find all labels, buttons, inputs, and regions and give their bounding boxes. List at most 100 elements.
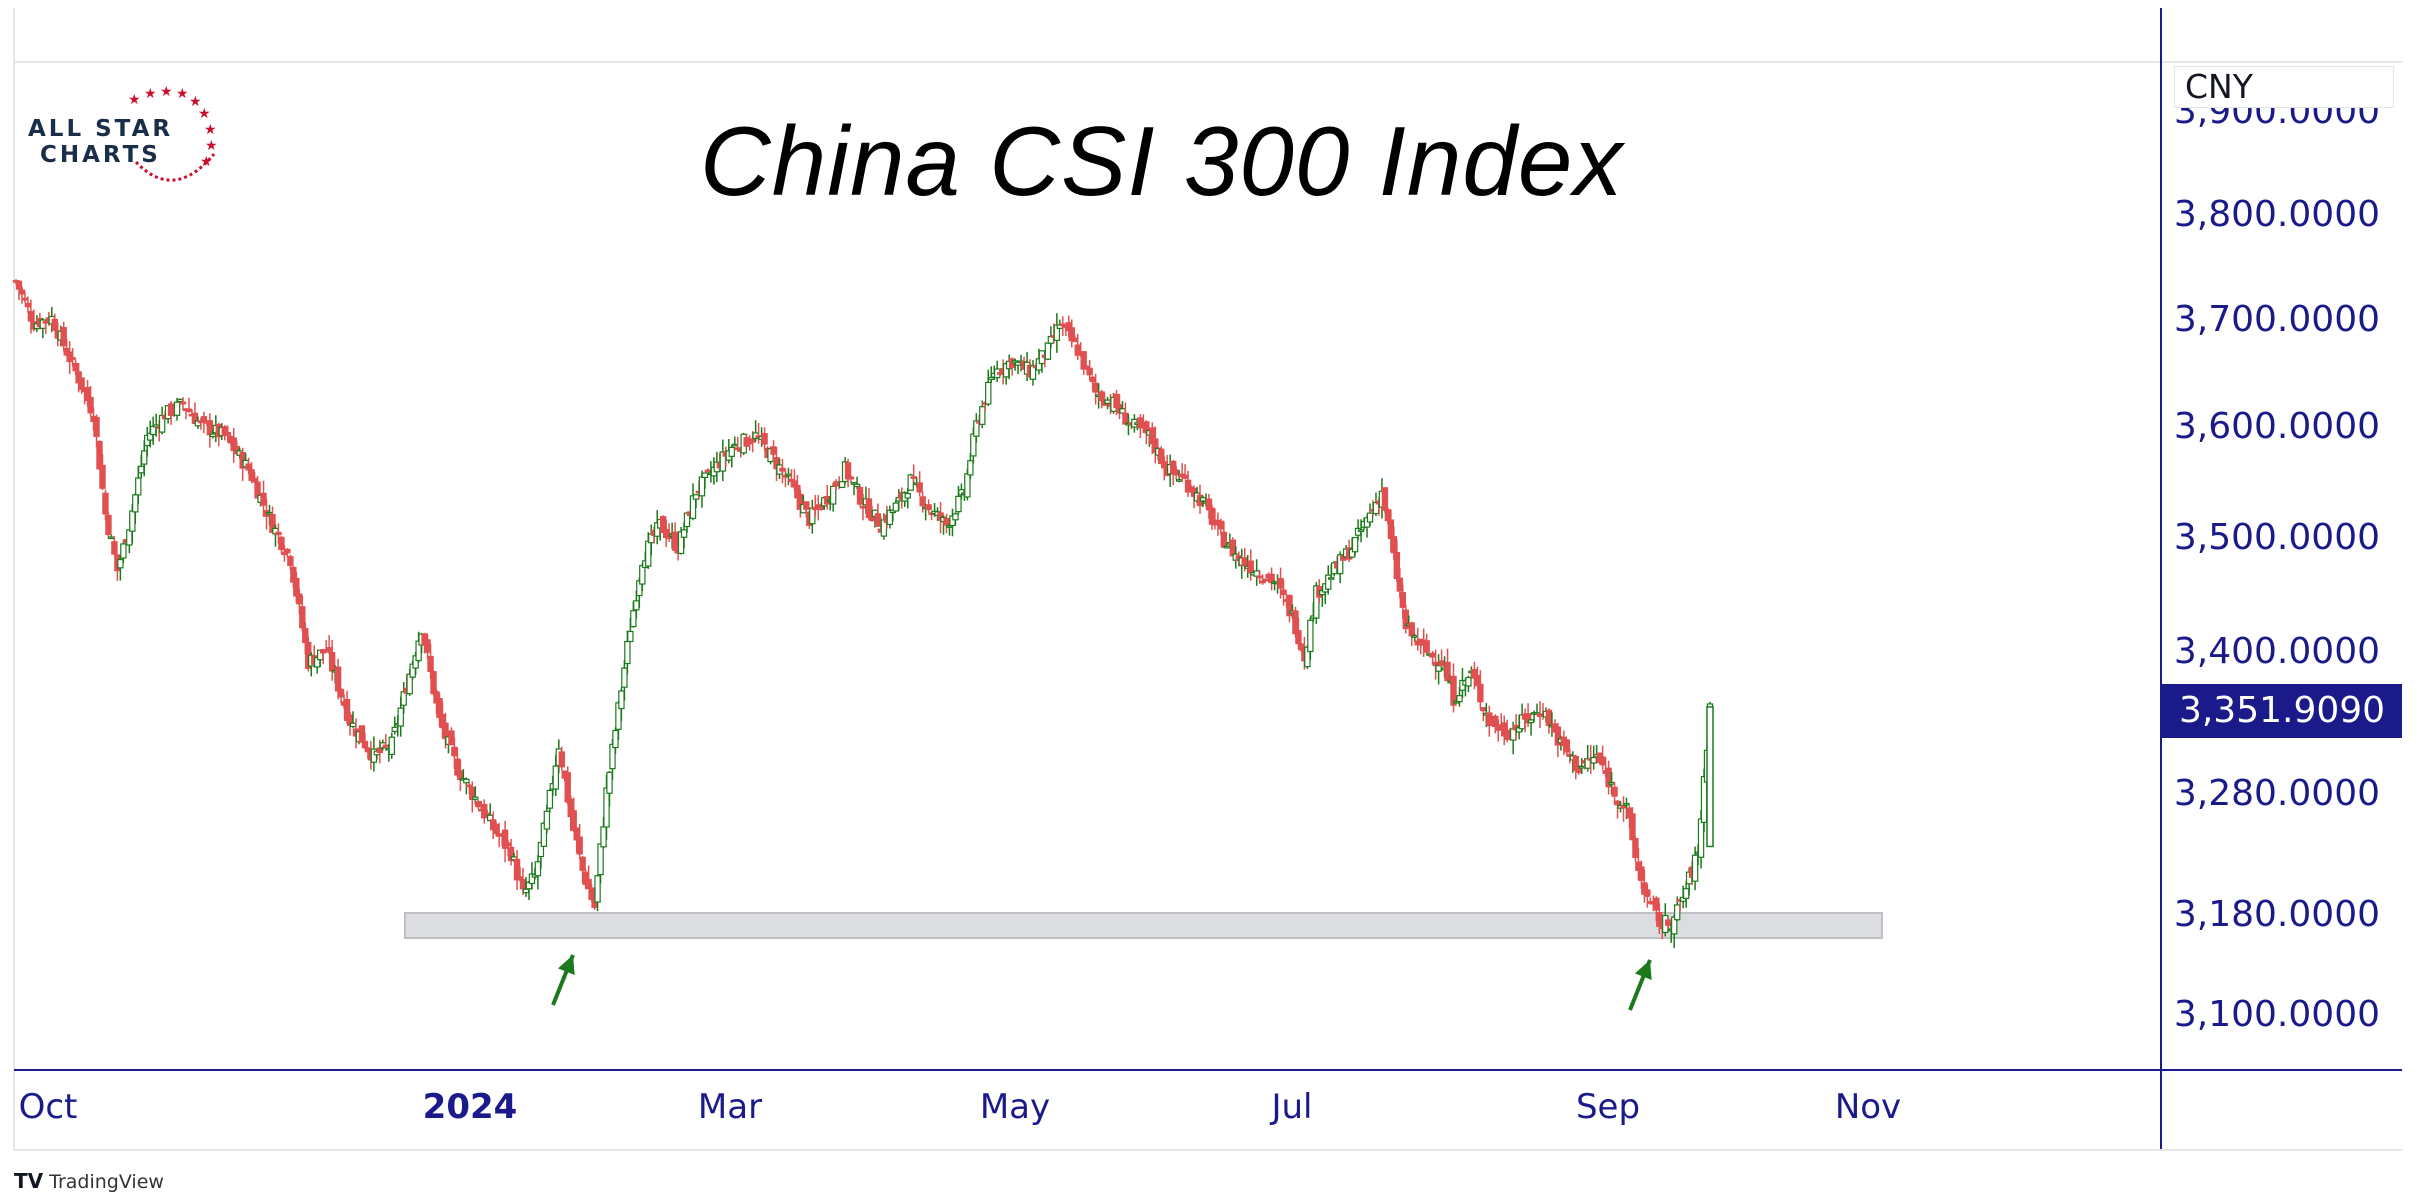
candle-body	[785, 473, 792, 477]
candle-body	[1328, 577, 1335, 580]
candle-body	[576, 836, 583, 855]
candle-body	[1390, 536, 1398, 554]
candle-body	[1578, 765, 1585, 769]
candle-body	[1700, 776, 1708, 823]
candle-body	[27, 310, 35, 322]
candle-body	[761, 432, 768, 445]
candle-body	[275, 531, 282, 536]
candle-body	[448, 730, 455, 746]
candle-body	[919, 496, 926, 507]
candle-body	[349, 722, 357, 728]
candle-body	[964, 473, 971, 498]
candle-body	[328, 651, 336, 672]
candle-body	[1295, 630, 1302, 645]
x-tick-label: Jul	[1269, 1087, 1312, 1127]
candle-body	[388, 736, 395, 755]
candle-body	[358, 725, 366, 743]
candle-body	[1614, 800, 1621, 806]
candle-body	[844, 462, 852, 480]
candle-body	[704, 469, 712, 473]
candle-body	[361, 740, 369, 749]
candle-body	[51, 318, 58, 331]
candle-body	[910, 476, 917, 479]
candle-body	[129, 510, 136, 532]
candle-body	[176, 398, 184, 403]
candle-body	[1336, 554, 1344, 575]
x-tick-label: 2024	[423, 1087, 518, 1127]
candle-body	[21, 297, 29, 301]
candle-body	[299, 606, 306, 629]
y-tick-label: 3,400.0000	[2174, 631, 2380, 672]
candle-body	[770, 446, 777, 455]
candle-body	[1444, 661, 1451, 682]
y-tick-label: 3,100.0000	[2174, 994, 2380, 1035]
candle-body	[1086, 367, 1093, 376]
candle-body	[925, 504, 932, 511]
candle-body	[701, 472, 709, 479]
candle-body	[803, 501, 810, 510]
candle-body	[1691, 854, 1699, 882]
candle-body	[728, 446, 735, 457]
candle-body	[1298, 643, 1305, 651]
candle-body	[391, 726, 398, 733]
candle-body	[1393, 551, 1401, 580]
candle-body	[206, 420, 214, 436]
svg-text:★: ★	[144, 86, 157, 102]
candle-body	[209, 433, 217, 438]
y-tick-label: 3,500.0000	[2174, 517, 2380, 558]
candle-body	[251, 477, 258, 483]
candle-body	[570, 810, 577, 831]
candle-body	[1262, 578, 1269, 582]
candle-body	[856, 487, 864, 505]
candle-body	[970, 433, 977, 457]
x-tick-label: Sep	[1576, 1087, 1640, 1127]
candle-body	[1280, 589, 1287, 595]
candle-body	[1495, 726, 1502, 731]
candle-body	[108, 536, 115, 540]
candle-body	[1480, 707, 1487, 712]
candle-body	[1665, 919, 1672, 926]
candle-body	[534, 861, 542, 877]
candle-body	[102, 492, 109, 515]
candle-body	[996, 372, 1004, 375]
candle-body-last	[1706, 706, 1714, 848]
candle-body	[397, 707, 404, 727]
candle-body	[1456, 695, 1463, 703]
candle-body	[1492, 715, 1499, 728]
candle-body	[1399, 592, 1407, 608]
candle-body	[1256, 575, 1263, 579]
tradingview-icon: TV	[14, 1169, 44, 1193]
candle-body	[645, 540, 652, 567]
candle-body	[585, 878, 592, 890]
svg-text:★: ★	[160, 84, 173, 100]
candle-body	[546, 789, 554, 809]
candle-body	[564, 772, 571, 803]
candle-body	[18, 289, 26, 295]
candle-body	[1465, 676, 1472, 687]
candle-body	[973, 420, 980, 437]
candle-body	[149, 425, 157, 436]
candle-body	[1307, 619, 1314, 653]
candle-body	[829, 485, 837, 505]
candle-body	[1083, 365, 1090, 369]
candle-body	[779, 467, 786, 472]
candle-body	[293, 577, 300, 597]
candle-body	[943, 518, 950, 526]
x-tick-label: Nov	[1835, 1087, 1901, 1127]
candle-body	[117, 558, 124, 569]
candle-body	[427, 655, 434, 673]
candle-body	[621, 667, 628, 688]
candle-body	[111, 541, 118, 555]
candle-body	[874, 513, 882, 527]
candle-body	[853, 483, 861, 488]
y-tick-label: 3,600.0000	[2174, 406, 2380, 447]
candle-body	[1220, 531, 1228, 548]
tradingview-logo: TV TradingView	[14, 1169, 164, 1193]
candle-body	[99, 464, 106, 489]
candle-body	[967, 460, 974, 476]
svg-text:★: ★	[128, 92, 141, 108]
candle-body	[859, 505, 867, 509]
candle-body	[1229, 539, 1237, 557]
candle-body	[1429, 652, 1436, 658]
